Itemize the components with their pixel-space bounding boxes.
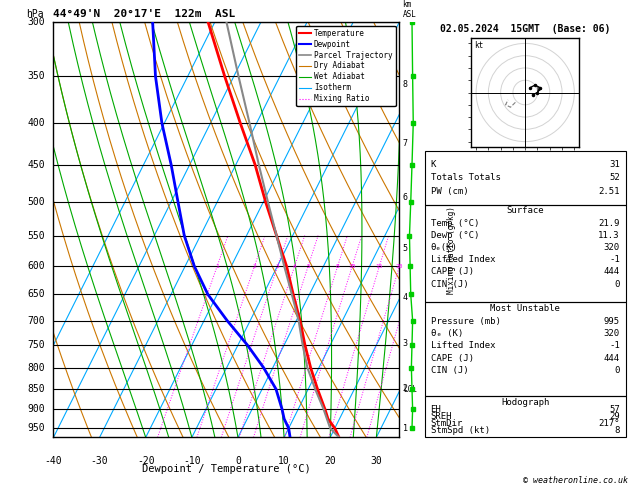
Text: 8: 8 bbox=[615, 426, 620, 435]
Text: Totals Totals: Totals Totals bbox=[431, 173, 501, 182]
Text: SREH: SREH bbox=[431, 412, 452, 421]
Text: 8: 8 bbox=[403, 80, 408, 88]
Text: 0: 0 bbox=[235, 456, 241, 466]
Text: 5: 5 bbox=[306, 264, 310, 269]
Text: 950: 950 bbox=[27, 423, 45, 433]
Text: 15: 15 bbox=[376, 264, 383, 269]
Text: 350: 350 bbox=[27, 71, 45, 81]
Text: Most Unstable: Most Unstable bbox=[490, 304, 560, 313]
Text: 10: 10 bbox=[348, 264, 356, 269]
Text: 750: 750 bbox=[27, 340, 45, 350]
Text: 52: 52 bbox=[609, 173, 620, 182]
Text: CIN (J): CIN (J) bbox=[431, 279, 468, 289]
Text: 444: 444 bbox=[604, 354, 620, 363]
Text: 900: 900 bbox=[27, 404, 45, 414]
Text: CAPE (J): CAPE (J) bbox=[431, 354, 474, 363]
Text: -10: -10 bbox=[183, 456, 201, 466]
Text: θₑ(K): θₑ(K) bbox=[431, 243, 457, 252]
Text: 320: 320 bbox=[604, 243, 620, 252]
Text: CIN (J): CIN (J) bbox=[431, 366, 468, 375]
Text: Pressure (mb): Pressure (mb) bbox=[431, 316, 501, 326]
Text: 450: 450 bbox=[27, 160, 45, 170]
Text: EH: EH bbox=[431, 405, 442, 414]
Text: -20: -20 bbox=[137, 456, 155, 466]
Text: 400: 400 bbox=[27, 118, 45, 128]
Text: 8: 8 bbox=[336, 264, 340, 269]
Bar bbox=[425, 151, 626, 205]
Text: 300: 300 bbox=[27, 17, 45, 27]
Text: © weatheronline.co.uk: © weatheronline.co.uk bbox=[523, 476, 628, 485]
Text: 2: 2 bbox=[253, 264, 257, 269]
Text: 11.3: 11.3 bbox=[598, 231, 620, 240]
Text: 600: 600 bbox=[27, 261, 45, 271]
Text: hPa: hPa bbox=[26, 9, 44, 19]
Text: 0: 0 bbox=[615, 366, 620, 375]
Text: 7: 7 bbox=[403, 139, 408, 148]
Text: -1: -1 bbox=[609, 255, 620, 264]
Text: 31: 31 bbox=[609, 160, 620, 169]
Text: 2: 2 bbox=[403, 384, 408, 393]
Bar bbox=[425, 302, 626, 396]
Text: Lifted Index: Lifted Index bbox=[431, 342, 495, 350]
Text: Mixing Ratio (g/kg): Mixing Ratio (g/kg) bbox=[447, 207, 456, 295]
Text: 650: 650 bbox=[27, 290, 45, 299]
Text: 20: 20 bbox=[396, 264, 403, 269]
Text: -40: -40 bbox=[45, 456, 62, 466]
Text: 5: 5 bbox=[403, 244, 408, 253]
Text: 850: 850 bbox=[27, 384, 45, 394]
Text: 800: 800 bbox=[27, 363, 45, 373]
Text: PW (cm): PW (cm) bbox=[431, 187, 468, 196]
Text: 320: 320 bbox=[604, 329, 620, 338]
Text: 2.51: 2.51 bbox=[598, 187, 620, 196]
Text: km
ASL: km ASL bbox=[403, 0, 416, 19]
Text: 29: 29 bbox=[609, 412, 620, 421]
Text: 1: 1 bbox=[403, 424, 408, 434]
Text: 0: 0 bbox=[615, 279, 620, 289]
Text: Hodograph: Hodograph bbox=[501, 398, 549, 407]
Text: K: K bbox=[431, 160, 436, 169]
Text: 57: 57 bbox=[609, 405, 620, 414]
Text: Surface: Surface bbox=[506, 207, 544, 215]
Text: θₑ (K): θₑ (K) bbox=[431, 329, 463, 338]
Text: -30: -30 bbox=[91, 456, 108, 466]
Text: Dewp (°C): Dewp (°C) bbox=[431, 231, 479, 240]
Text: 444: 444 bbox=[604, 267, 620, 277]
Text: StmSpd (kt): StmSpd (kt) bbox=[431, 426, 490, 435]
Text: 995: 995 bbox=[604, 316, 620, 326]
Text: 217°: 217° bbox=[598, 419, 620, 428]
Text: 30: 30 bbox=[370, 456, 382, 466]
Text: 4: 4 bbox=[292, 264, 296, 269]
Text: 700: 700 bbox=[27, 315, 45, 326]
Text: 6: 6 bbox=[403, 193, 408, 202]
Text: 3: 3 bbox=[276, 264, 279, 269]
Text: 1: 1 bbox=[215, 264, 219, 269]
Text: -1: -1 bbox=[609, 342, 620, 350]
Bar bbox=[425, 205, 626, 302]
Text: 500: 500 bbox=[27, 197, 45, 207]
Text: 44°49'N  20°17'E  122m  ASL: 44°49'N 20°17'E 122m ASL bbox=[53, 9, 236, 19]
Text: 02.05.2024  15GMT  (Base: 06): 02.05.2024 15GMT (Base: 06) bbox=[440, 24, 610, 34]
Text: CAPE (J): CAPE (J) bbox=[431, 267, 474, 277]
Text: 21.9: 21.9 bbox=[598, 219, 620, 228]
Text: 550: 550 bbox=[27, 230, 45, 241]
Text: 20: 20 bbox=[325, 456, 336, 466]
Text: StmDir: StmDir bbox=[431, 419, 463, 428]
Text: LCL: LCL bbox=[403, 384, 417, 394]
Bar bbox=[425, 396, 626, 437]
Text: Temp (°C): Temp (°C) bbox=[431, 219, 479, 228]
Legend: Temperature, Dewpoint, Parcel Trajectory, Dry Adiabat, Wet Adiabat, Isotherm, Mi: Temperature, Dewpoint, Parcel Trajectory… bbox=[296, 26, 396, 106]
Text: 10: 10 bbox=[278, 456, 290, 466]
Text: Dewpoint / Temperature (°C): Dewpoint / Temperature (°C) bbox=[142, 464, 311, 474]
Text: Lifted Index: Lifted Index bbox=[431, 255, 495, 264]
Text: 4: 4 bbox=[403, 293, 408, 302]
Text: 3: 3 bbox=[403, 339, 408, 348]
